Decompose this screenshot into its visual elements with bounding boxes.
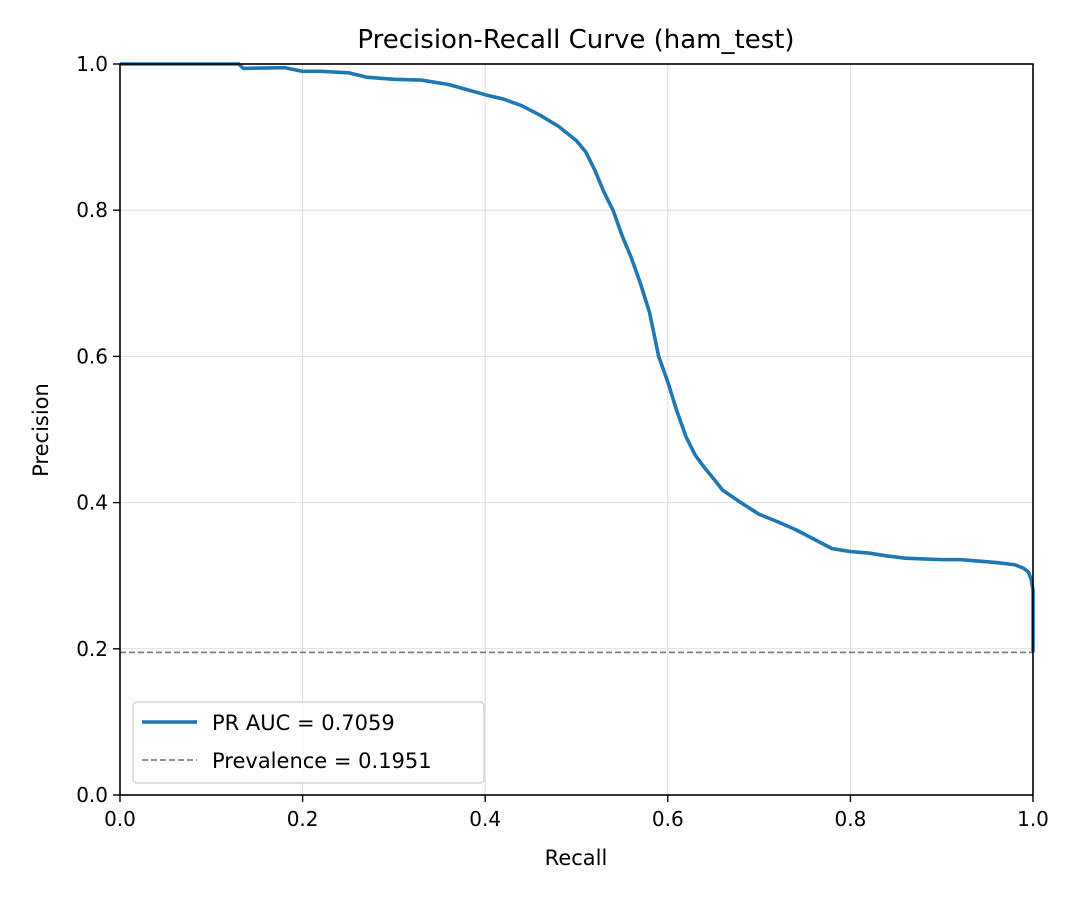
- y-tick-label: 1.0: [76, 52, 108, 76]
- legend-box: [132, 701, 485, 784]
- y-tick-label: 0.2: [76, 637, 108, 661]
- y-tick-label: 0.4: [76, 491, 108, 515]
- grid: [119, 63, 1034, 796]
- x-tick-label: 1.0: [1017, 807, 1049, 831]
- y-tick-label: 0.8: [76, 198, 108, 222]
- series-layer: [120, 62, 1035, 654]
- y-tick-label: 0.6: [76, 344, 108, 368]
- x-tick-label: 0.8: [834, 807, 866, 831]
- x-tick-label: 0.2: [287, 807, 319, 831]
- y-tick-label: 0.0: [76, 783, 108, 807]
- x-tick-label: 0.6: [652, 807, 684, 831]
- x-tick-label: 0.4: [469, 807, 501, 831]
- legend-label: Prevalence = 0.1951: [212, 749, 432, 773]
- y-axis-label: Precision: [29, 383, 53, 477]
- legend-label: PR AUC = 0.7059: [212, 711, 395, 735]
- pr-curve-line: [120, 62, 1035, 653]
- ticks: 0.0 0.2 0.4 0.6 0.8 1.0 0.0 0.2 0.4 0.6 0.8 1.0: [76, 52, 1049, 831]
- legend: PR AUC = 0.7059 Prevalence = 0.1951: [132, 701, 485, 784]
- x-axis-label: Recall: [545, 846, 608, 870]
- x-tick-label: 0.0: [104, 807, 136, 831]
- chart-title: Precision-Recall Curve (ham_test): [357, 25, 794, 55]
- plot-frame: [119, 63, 1034, 796]
